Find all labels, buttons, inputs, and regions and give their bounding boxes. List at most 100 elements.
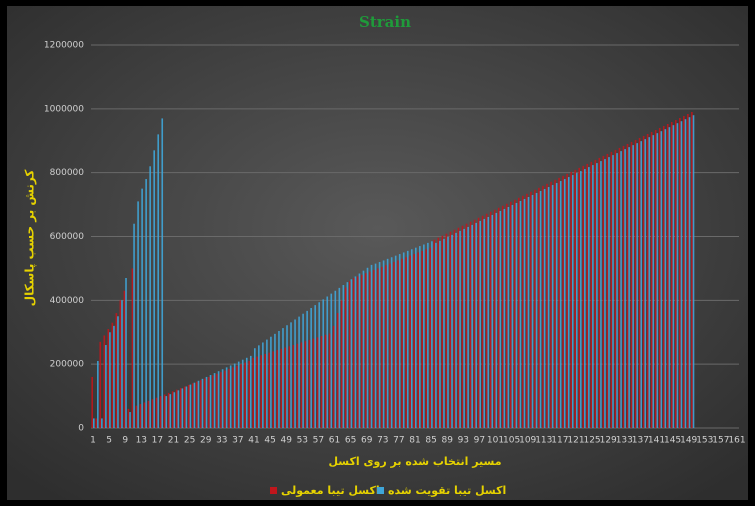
bar: [596, 163, 598, 428]
y-tick-label: 800000: [50, 168, 85, 178]
bar: [401, 258, 403, 428]
bar: [534, 189, 536, 428]
bar: [562, 175, 564, 428]
bar: [503, 208, 506, 428]
bar: [656, 133, 659, 428]
bar: [554, 179, 556, 428]
bar: [105, 345, 107, 428]
y-tick-label: 1200000: [44, 41, 84, 51]
bar: [658, 127, 661, 428]
bar: [209, 375, 212, 428]
bar: [137, 201, 139, 428]
bar: [366, 267, 369, 428]
bar: [93, 418, 95, 428]
bar: [268, 352, 271, 428]
x-tick-label: 105: [503, 436, 520, 446]
bar: [167, 392, 170, 428]
x-tick-label: 41: [248, 436, 259, 446]
bar: [622, 145, 625, 428]
bar: [433, 239, 436, 428]
x-tick-label: 21: [168, 436, 179, 446]
bar: [389, 263, 391, 428]
bar: [421, 250, 424, 428]
x-tick-label: 61: [329, 436, 340, 446]
bar: [272, 351, 275, 428]
x-tick-label: 77: [393, 436, 404, 446]
bar: [429, 247, 432, 428]
bar: [666, 123, 669, 429]
bar: [121, 300, 123, 428]
bar: [370, 264, 373, 428]
bar: [683, 116, 685, 428]
bar: [471, 224, 473, 428]
bar: [632, 145, 634, 428]
x-tick-label: 153: [696, 436, 713, 446]
bar: [139, 404, 142, 428]
bar: [518, 197, 520, 428]
bar: [125, 277, 127, 428]
bar: [229, 365, 232, 428]
bar: [425, 249, 428, 428]
bar: [499, 210, 502, 428]
bar: [449, 231, 452, 428]
bar: [254, 348, 256, 428]
x-tick-label: 137: [632, 436, 649, 446]
bar: [266, 339, 268, 428]
bar: [567, 177, 570, 428]
x-tick-label: 9: [122, 436, 128, 446]
bar: [353, 277, 355, 428]
x-tick-label: 97: [474, 436, 485, 446]
bar: [233, 363, 236, 428]
x-tick-label: 145: [664, 436, 681, 446]
bar: [497, 207, 500, 428]
bar: [575, 173, 578, 428]
bar: [228, 368, 230, 428]
bar: [670, 121, 673, 428]
bar: [155, 397, 158, 428]
bar: [441, 235, 444, 428]
bar: [284, 347, 287, 428]
bar: [183, 386, 186, 428]
bar: [676, 123, 679, 428]
bar: [252, 357, 255, 428]
bar: [405, 257, 407, 428]
bar: [559, 181, 562, 428]
bar: [249, 355, 252, 428]
x-tick-label: 93: [458, 436, 469, 446]
bar: [393, 262, 395, 428]
bar: [256, 356, 259, 428]
x-tick-label: 129: [600, 436, 617, 446]
x-tick-label: 25: [184, 436, 195, 446]
bar: [213, 373, 216, 428]
bar: [338, 287, 341, 428]
bar: [192, 383, 194, 428]
bar: [515, 202, 518, 428]
x-tick-label: 117: [551, 436, 568, 446]
bar: [660, 131, 663, 429]
bar: [165, 396, 168, 428]
bar: [264, 353, 267, 428]
bar: [216, 373, 218, 428]
bar: [342, 285, 345, 428]
bar: [212, 375, 214, 428]
x-tick-label: 69: [361, 436, 373, 446]
bar: [290, 322, 292, 428]
bar: [220, 372, 222, 428]
bar: [522, 195, 524, 428]
bar: [447, 236, 449, 428]
x-tick-label: 113: [535, 436, 552, 446]
bar: [270, 336, 272, 428]
bar: [505, 203, 508, 428]
x-tick-label: 1: [90, 436, 96, 446]
bar: [224, 370, 226, 428]
bar: [320, 336, 323, 428]
x-tick-label: 81: [409, 436, 420, 446]
bar: [672, 125, 675, 429]
bar: [684, 119, 687, 429]
bar: [381, 266, 383, 428]
bar: [668, 127, 671, 428]
bar: [119, 300, 122, 428]
bar: [129, 412, 131, 428]
bar: [361, 274, 363, 428]
